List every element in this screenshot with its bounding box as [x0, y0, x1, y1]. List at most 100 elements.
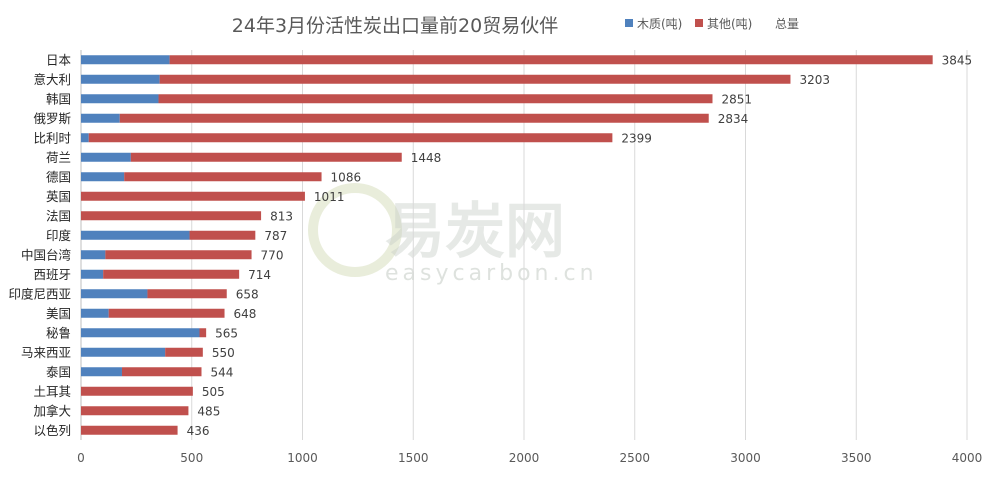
- legend-swatch-other: [695, 19, 703, 27]
- bar-segment-wood: [81, 347, 166, 357]
- total-data-label: 1448: [411, 151, 442, 165]
- bar-segment-other: [199, 328, 207, 338]
- total-data-label: 505: [202, 385, 225, 399]
- total-data-label: 1086: [331, 170, 362, 184]
- category-label: 马来西亚: [21, 345, 71, 360]
- total-data-label: 714: [248, 268, 271, 282]
- category-label: 西班牙: [33, 267, 71, 282]
- bar-segment-other: [165, 347, 203, 357]
- total-data-label: 813: [270, 209, 293, 223]
- category-label: 秘鲁: [46, 325, 71, 340]
- bar-segment-wood: [81, 113, 120, 123]
- category-label: 泰国: [46, 364, 71, 379]
- category-label: 印度尼西亚: [8, 286, 71, 301]
- category-label: 比利时: [33, 130, 71, 145]
- total-data-label: 2399: [621, 131, 652, 145]
- bar-segment-other: [159, 74, 791, 84]
- bar-segment-wood: [81, 172, 125, 182]
- x-tick-label: 1500: [398, 451, 429, 465]
- x-tick-label: 0: [77, 451, 85, 465]
- total-data-label: 436: [187, 424, 210, 438]
- total-data-label: 648: [234, 307, 257, 321]
- watermark-subtext: easycarbon.cn: [385, 261, 598, 286]
- bar-segment-other: [147, 289, 227, 299]
- bar-segment-other: [81, 386, 193, 396]
- watermark: 易炭网 easycarbon.cn: [308, 183, 598, 286]
- bar-segment-wood: [81, 367, 122, 377]
- x-tick-label: 2000: [509, 451, 540, 465]
- total-data-label: 787: [264, 229, 287, 243]
- bar-segment-other: [81, 406, 189, 416]
- total-data-label: 544: [210, 365, 233, 379]
- bar-segment-wood: [81, 289, 148, 299]
- x-tick-label: 500: [180, 451, 203, 465]
- bar-segment-wood: [81, 328, 200, 338]
- x-tick-label: 3500: [841, 451, 872, 465]
- total-data-label: 1011: [314, 190, 345, 204]
- legend-swatch-wood: [625, 19, 633, 27]
- bar-segment-other: [81, 211, 262, 221]
- bar-segment-other: [158, 94, 713, 104]
- category-label: 法国: [46, 208, 71, 223]
- bar-segment-wood: [81, 74, 160, 84]
- category-label: 加拿大: [33, 403, 71, 418]
- x-tick-label: 3000: [730, 451, 761, 465]
- x-tick-label: 1000: [287, 451, 318, 465]
- category-label: 印度: [46, 228, 72, 243]
- bar-segment-other: [105, 250, 252, 260]
- x-tick-label: 4000: [952, 451, 983, 465]
- category-label: 土耳其: [33, 384, 71, 399]
- bar-segment-other: [81, 191, 305, 201]
- bar-segment-wood: [81, 94, 159, 104]
- category-label: 俄罗斯: [33, 111, 71, 126]
- legend-label-total: 总量: [775, 17, 799, 31]
- watermark-text: 易炭网: [385, 197, 565, 267]
- category-label: 日本: [46, 52, 72, 67]
- x-tick-label: 2500: [619, 451, 650, 465]
- category-label: 英国: [46, 189, 71, 204]
- chart-title: 24年3月份活性炭出口量前20贸易伙伴: [232, 15, 558, 37]
- bar-segment-wood: [81, 55, 170, 65]
- labels: 0 500 1000 1500 2000 2500 3000 3500 4000 日本 3845 意大…: [8, 52, 982, 465]
- bar-segment-other: [103, 269, 240, 279]
- legend-label-other: 其他(吨): [707, 17, 752, 31]
- bar-segment-other: [88, 133, 613, 143]
- total-data-label: 2851: [721, 92, 752, 106]
- total-data-label: 550: [212, 346, 235, 360]
- total-data-label: 3845: [942, 53, 973, 67]
- bar-segment-wood: [81, 152, 131, 162]
- category-label: 美国: [46, 306, 71, 321]
- bar-segment-other: [169, 55, 933, 65]
- bar-segment-wood: [81, 269, 104, 279]
- legend: 木质(吨) 其他(吨) 总量: [625, 17, 799, 31]
- bar-segment-other: [124, 172, 322, 182]
- total-data-label: 658: [236, 287, 259, 301]
- category-label: 德国: [46, 169, 71, 184]
- bar-segment-other: [189, 230, 256, 240]
- bar-segment-other: [81, 425, 178, 435]
- total-data-label: 770: [261, 248, 284, 262]
- bar-segment-other: [119, 113, 709, 123]
- total-data-label: 485: [197, 404, 220, 418]
- total-data-label: 2834: [718, 112, 749, 126]
- bar-segment-wood: [81, 250, 106, 260]
- category-label: 荷兰: [46, 150, 71, 165]
- total-data-label: 3203: [799, 73, 830, 87]
- bar-segment-wood: [81, 230, 190, 240]
- legend-label-wood: 木质(吨): [637, 17, 682, 31]
- bars: [81, 55, 933, 435]
- category-label: 以色列: [33, 423, 71, 438]
- bar-segment-other: [108, 308, 225, 318]
- total-data-label: 565: [215, 326, 238, 340]
- bar-segment-wood: [81, 133, 89, 143]
- gridlines: [80, 50, 968, 440]
- category-label: 中国台湾: [21, 247, 71, 262]
- bar-segment-other: [130, 152, 402, 162]
- bar-segment-wood: [81, 308, 109, 318]
- category-label: 意大利: [33, 72, 71, 87]
- category-label: 韩国: [46, 91, 71, 106]
- watermark-logo-icon: [308, 183, 402, 277]
- bar-segment-other: [121, 367, 202, 377]
